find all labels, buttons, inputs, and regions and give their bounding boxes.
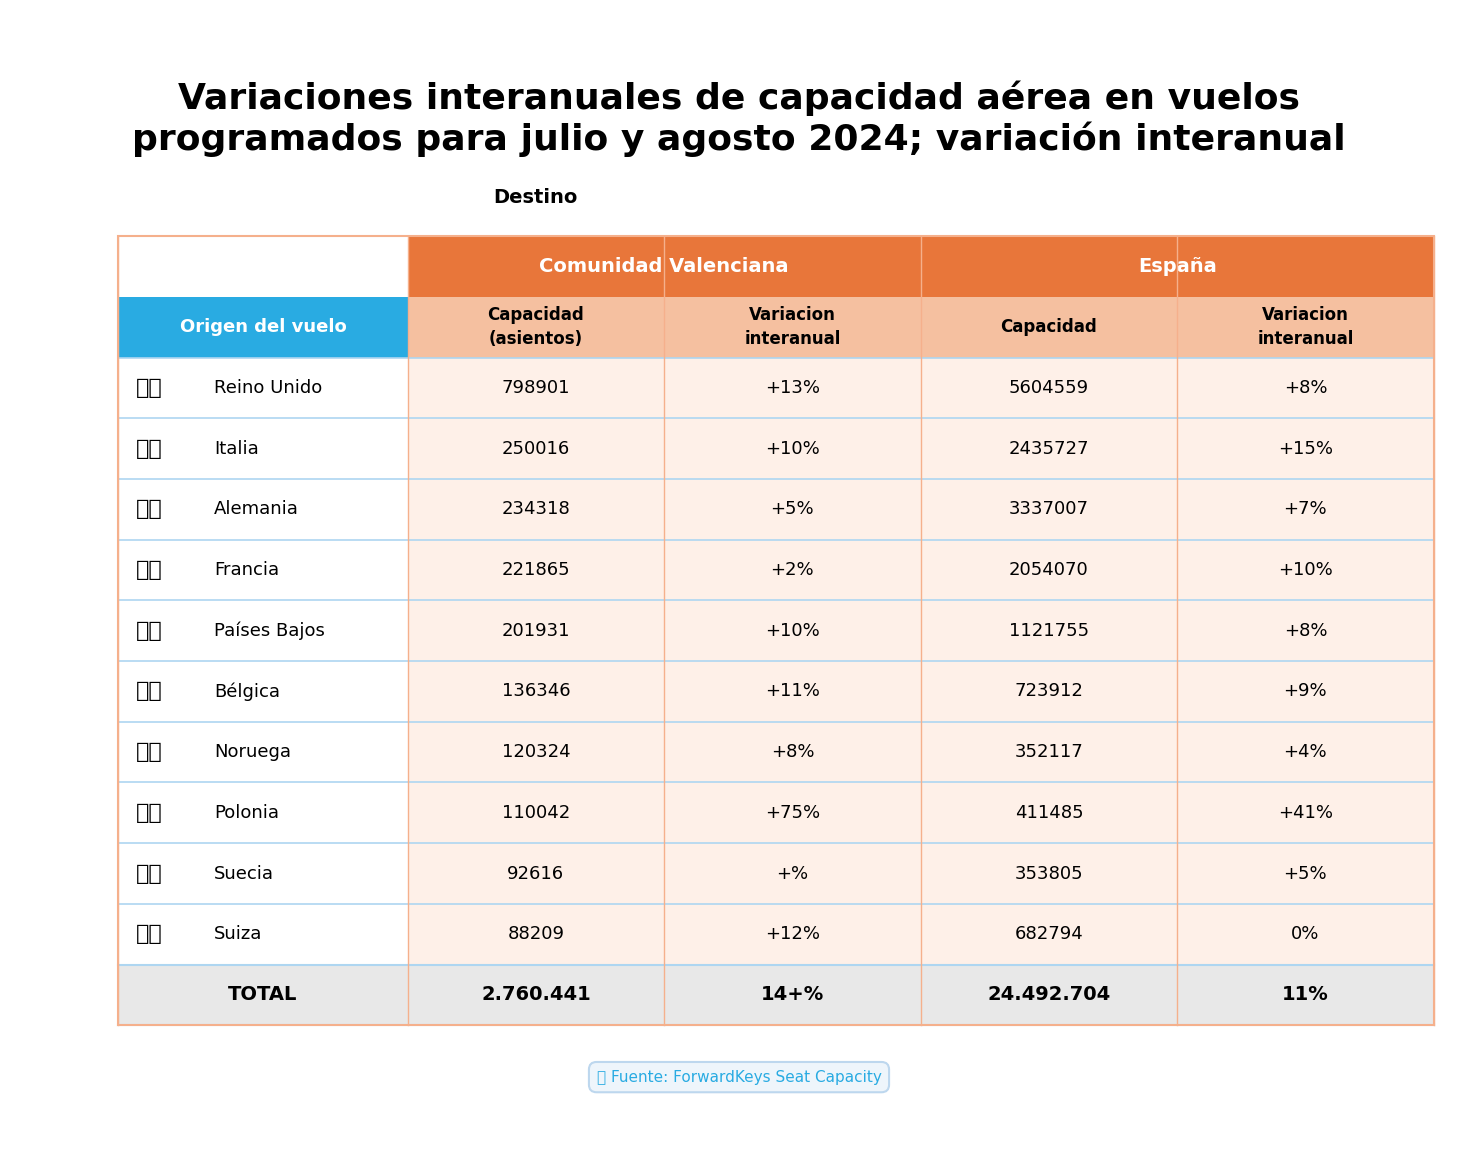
Text: Italia: Italia (214, 440, 259, 457)
Text: 250016: 250016 (501, 440, 571, 457)
Text: Bélgica: Bélgica (214, 682, 281, 700)
Text: +10%: +10% (766, 440, 820, 457)
Text: 234318: 234318 (501, 500, 571, 518)
Text: 24.492.704: 24.492.704 (987, 985, 1110, 1005)
Text: 201931: 201931 (501, 622, 571, 639)
Text: Variacion
interanual: Variacion interanual (745, 306, 841, 348)
Text: Polonia: Polonia (214, 804, 279, 821)
Text: 353805: 353805 (1014, 864, 1083, 882)
Text: Suecia: Suecia (214, 864, 275, 882)
Text: Reino Unido: Reino Unido (214, 379, 322, 397)
Text: 🇨🇭: 🇨🇭 (136, 924, 163, 945)
Text: +5%: +5% (770, 500, 814, 518)
Text: 3337007: 3337007 (1009, 500, 1089, 518)
Text: +15%: +15% (1278, 440, 1333, 457)
Text: Francia: Francia (214, 561, 279, 579)
Text: España: España (1138, 257, 1216, 276)
Text: +9%: +9% (1283, 682, 1327, 700)
Text: 411485: 411485 (1014, 804, 1083, 821)
Text: +10%: +10% (766, 622, 820, 639)
Text: +13%: +13% (766, 379, 820, 397)
Text: 798901: 798901 (501, 379, 571, 397)
Text: 🇵🇱: 🇵🇱 (136, 803, 163, 823)
Text: 88209: 88209 (507, 925, 565, 943)
Text: Variaciones interanuales de capacidad aérea en vuelos
programados para julio y a: Variaciones interanuales de capacidad aé… (132, 81, 1346, 158)
Text: 1121755: 1121755 (1009, 622, 1089, 639)
Text: Comunidad Valenciana: Comunidad Valenciana (539, 257, 789, 276)
Text: +41%: +41% (1278, 804, 1333, 821)
Text: +75%: +75% (764, 804, 820, 821)
Text: TOTAL: TOTAL (228, 985, 297, 1005)
Text: Suiza: Suiza (214, 925, 263, 943)
Text: 🇸🇪: 🇸🇪 (136, 864, 163, 884)
Text: +%: +% (776, 864, 808, 882)
Text: 2.760.441: 2.760.441 (480, 985, 591, 1005)
Text: +11%: +11% (766, 682, 820, 700)
Text: 11%: 11% (1281, 985, 1329, 1005)
Text: 🇫🇷: 🇫🇷 (136, 560, 163, 579)
Text: 🇳🇱: 🇳🇱 (136, 621, 163, 641)
Text: 352117: 352117 (1014, 743, 1083, 761)
Text: Alemania: Alemania (214, 500, 299, 518)
Text: +7%: +7% (1283, 500, 1327, 518)
Text: +8%: +8% (1284, 622, 1327, 639)
Text: Capacidad: Capacidad (1001, 318, 1097, 336)
Text: +10%: +10% (1278, 561, 1333, 579)
Text: +8%: +8% (770, 743, 814, 761)
Text: 723912: 723912 (1014, 682, 1083, 700)
Text: Noruega: Noruega (214, 743, 291, 761)
Text: Destino: Destino (494, 189, 578, 207)
Text: 🇮🇹: 🇮🇹 (136, 439, 163, 458)
Text: 110042: 110042 (501, 804, 571, 821)
Text: 🔍 Fuente: ForwardKeys Seat Capacity: 🔍 Fuente: ForwardKeys Seat Capacity (597, 1069, 881, 1085)
Text: 2054070: 2054070 (1009, 561, 1089, 579)
Text: 136346: 136346 (501, 682, 571, 700)
Text: +4%: +4% (1283, 743, 1327, 761)
Text: 92616: 92616 (507, 864, 565, 882)
Text: +5%: +5% (1283, 864, 1327, 882)
Text: Origen del vuelo: Origen del vuelo (179, 318, 346, 336)
Text: +12%: +12% (766, 925, 820, 943)
Text: +2%: +2% (770, 561, 814, 579)
Text: 14+%: 14+% (761, 985, 825, 1005)
Text: 120324: 120324 (501, 743, 571, 761)
Text: 🇳🇴: 🇳🇴 (136, 742, 163, 763)
Text: 0%: 0% (1292, 925, 1320, 943)
Text: 221865: 221865 (501, 561, 571, 579)
Text: 682794: 682794 (1014, 925, 1083, 943)
Text: Países Bajos: Países Bajos (214, 621, 325, 641)
Text: 2435727: 2435727 (1008, 440, 1089, 457)
Text: +8%: +8% (1284, 379, 1327, 397)
Text: Capacidad
(asientos): Capacidad (asientos) (488, 306, 584, 348)
Text: 🇬🇧: 🇬🇧 (136, 378, 163, 397)
Text: 🇩🇪: 🇩🇪 (136, 499, 163, 520)
Text: 🇧🇪: 🇧🇪 (136, 682, 163, 702)
Text: Variacion
interanual: Variacion interanual (1258, 306, 1354, 348)
Text: 5604559: 5604559 (1009, 379, 1089, 397)
